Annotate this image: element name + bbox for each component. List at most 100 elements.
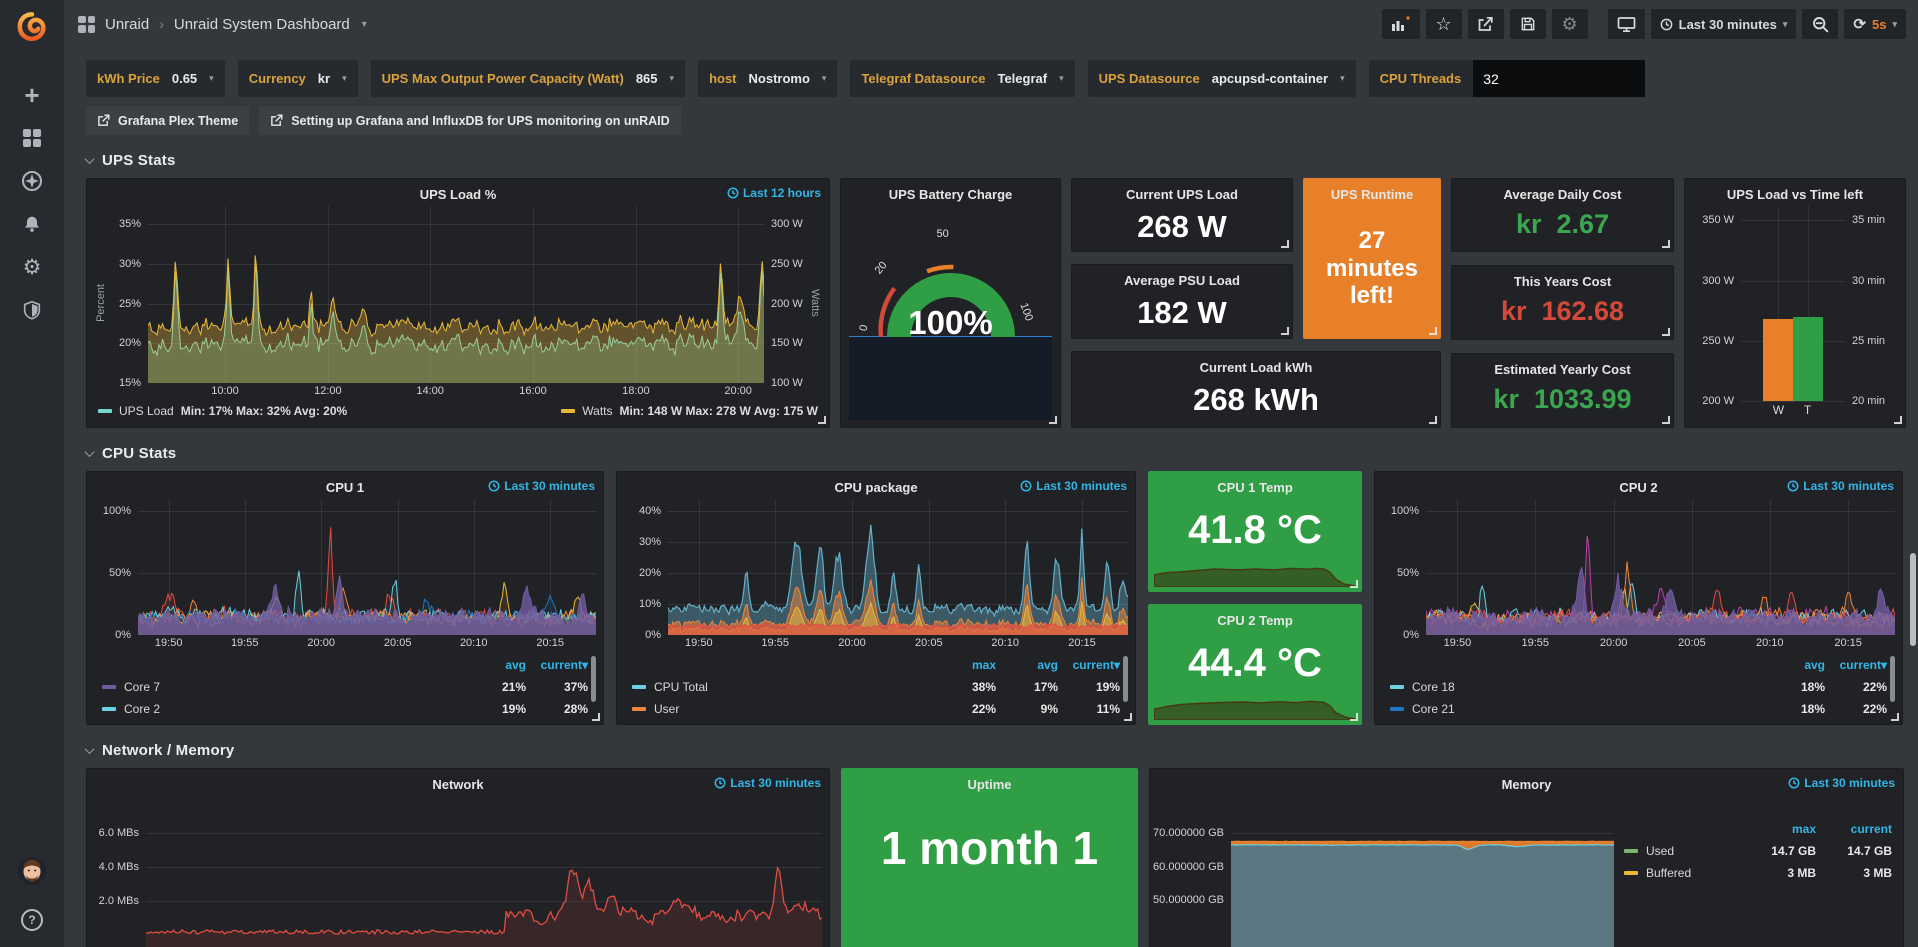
panel-title[interactable]: CPU 2 Temp <box>1217 612 1293 628</box>
panel-title[interactable]: Uptime <box>967 776 1012 792</box>
panel-title[interactable]: CPU 1 Temp <box>1217 479 1293 495</box>
y-tick-label: 30% <box>638 536 661 549</box>
grafana-logo-icon[interactable] <box>0 0 64 54</box>
variable-ups-max-power[interactable]: UPS Max Output Power Capacity (Watt) 865… <box>370 60 686 97</box>
y-tick-label: 50% <box>108 567 131 580</box>
panel-title[interactable]: CPU 1 <box>325 479 365 495</box>
panel-title[interactable]: Average Daily Cost <box>1503 186 1622 202</box>
legend-row[interactable]: CPU Total 38% 17% 19% <box>632 676 1120 698</box>
help-icon[interactable]: ? <box>21 909 43 931</box>
dashboards-icon[interactable] <box>19 125 45 151</box>
legend-series-name: Core 18 <box>1412 680 1455 694</box>
bar-w[interactable] <box>1763 319 1794 401</box>
plot-area[interactable] <box>668 499 1128 635</box>
dashboard-grid-icon[interactable] <box>78 15 95 33</box>
legend-row[interactable]: Used 14.7 GB 14.7 GB <box>1624 840 1892 862</box>
plot-area[interactable] <box>1231 796 1614 947</box>
plot-area[interactable] <box>138 499 596 635</box>
panel-title[interactable]: Memory <box>1501 776 1552 792</box>
panel-ups-load-vs-time: UPS Load vs Time left 350 W 300 W 250 W 200… <box>1684 178 1906 428</box>
panel-title[interactable]: This Years Cost <box>1513 273 1612 289</box>
add-panel-button[interactable] <box>1381 9 1420 39</box>
refresh-picker[interactable]: ⟳ 5s ▾ <box>1844 9 1906 39</box>
legend-row[interactable]: Buffered 3 MB 3 MB <box>1624 862 1892 884</box>
variable-ups-datasource[interactable]: UPS Datasource apcupsd-container ▾ <box>1087 60 1356 97</box>
user-avatar[interactable] <box>17 856 47 891</box>
server-admin-shield-icon[interactable] <box>19 297 45 323</box>
settings-button[interactable]: ⚙ <box>1551 9 1588 39</box>
y-tick-label: 30% <box>118 257 141 270</box>
legend-scrollbar-thumb[interactable] <box>1890 656 1895 702</box>
bar-t[interactable] <box>1792 316 1823 401</box>
cpu-threads-input[interactable] <box>1473 60 1646 97</box>
y-tick-label: 20 min <box>1852 395 1886 407</box>
variable-kwh-price[interactable]: kWh Price 0.65 ▾ <box>86 60 225 97</box>
panel-title[interactable]: CPU 2 <box>1619 479 1658 495</box>
create-plus-icon[interactable]: + <box>19 82 45 108</box>
section-title: CPU Stats <box>102 445 177 462</box>
panel-time-override[interactable]: Last 30 minutes <box>1788 776 1895 790</box>
legend-column-header[interactable]: current <box>1850 822 1892 836</box>
legend-value: 38% <box>971 680 996 694</box>
section-network-memory[interactable]: Network / Memory <box>84 742 1906 759</box>
title-caret-icon[interactable]: ▾ <box>361 18 367 30</box>
configuration-gear-icon[interactable]: ⚙ <box>19 254 45 280</box>
save-button[interactable] <box>1509 9 1546 39</box>
panel-time-override[interactable]: Last 30 minutes <box>1787 479 1894 493</box>
cycle-view-button[interactable] <box>1607 9 1645 39</box>
legend-row[interactable]: Core 7 21% 37% <box>102 676 588 698</box>
panel-title[interactable]: UPS Load % <box>419 186 497 202</box>
legend-scrollbar-thumb[interactable] <box>1123 656 1128 702</box>
panel-time-override[interactable]: Last 30 minutes <box>488 479 595 493</box>
legend-column-header[interactable]: max <box>1791 822 1816 836</box>
panel-title[interactable]: Network <box>432 776 484 792</box>
plot-area[interactable] <box>148 206 764 383</box>
panel-title[interactable]: CPU package <box>834 479 918 495</box>
legend-row[interactable]: Core 21 18% 22% <box>1390 698 1887 720</box>
variable-host[interactable]: host Nostromo ▾ <box>698 60 838 97</box>
panel-title[interactable]: Current Load kWh <box>1199 359 1313 375</box>
help-glyph: ? <box>28 913 36 927</box>
panel-title[interactable]: UPS Runtime <box>1330 186 1414 202</box>
page-scrollbar-thumb[interactable] <box>1910 553 1916 646</box>
legend-column-header[interactable]: avg <box>1037 658 1058 672</box>
panel-time-override[interactable]: Last 12 hours <box>727 186 821 200</box>
section-ups-stats[interactable]: UPS Stats <box>84 152 1906 169</box>
panel-title[interactable]: Current UPS Load <box>1126 186 1238 202</box>
link-ups-monitoring-guide[interactable]: Setting up Grafana and InfluxDB for UPS … <box>259 106 681 135</box>
plot-area[interactable] <box>1426 499 1895 635</box>
legend-series-name: User <box>654 702 680 716</box>
legend-row[interactable]: Core 18 18% 22% <box>1390 676 1887 698</box>
zoom-out-button[interactable] <box>1802 9 1839 39</box>
panel-title[interactable]: UPS Battery Charge <box>888 186 1013 202</box>
legend-entry[interactable]: UPS Load Min: 17% Max: 32% Avg: 20% <box>98 404 347 418</box>
alerting-bell-icon[interactable] <box>19 211 45 237</box>
legend-column-header[interactable]: max <box>971 658 996 672</box>
legend-row[interactable]: Core 2 19% 28% <box>102 698 588 720</box>
link-grafana-plex-theme[interactable]: Grafana Plex Theme <box>86 106 250 135</box>
section-cpu-stats[interactable]: CPU Stats <box>84 445 1906 462</box>
panel-title[interactable]: Average PSU Load <box>1124 272 1240 288</box>
breadcrumb-folder[interactable]: Unraid <box>105 15 150 33</box>
page-title[interactable]: Unraid System Dashboard <box>173 15 350 33</box>
legend-column-header[interactable]: current▾ <box>1839 658 1887 672</box>
legend-entry[interactable]: Watts Min: 148 W Max: 278 W Avg: 175 W <box>561 404 818 418</box>
explore-compass-icon[interactable] <box>19 168 45 194</box>
panel-time-override[interactable]: Last 30 minutes <box>714 776 821 790</box>
time-range-picker[interactable]: Last 30 minutes ▾ <box>1650 9 1797 39</box>
y-axis-title-right: Watts <box>809 289 821 317</box>
legend-row[interactable]: User 22% 9% 11% <box>632 698 1120 720</box>
legend-scrollbar-thumb[interactable] <box>591 656 596 702</box>
panel-title[interactable]: Estimated Yearly Cost <box>1494 361 1631 377</box>
legend-column-header[interactable]: avg <box>1804 658 1825 672</box>
variable-telegraf-datasource[interactable]: Telegraf Datasource Telegraf ▾ <box>850 60 1075 97</box>
star-button[interactable]: ☆ <box>1425 9 1462 39</box>
share-button[interactable] <box>1467 9 1504 39</box>
legend-column-header[interactable]: current▾ <box>540 658 588 672</box>
variable-currency[interactable]: Currency kr ▾ <box>237 60 358 97</box>
panel-title[interactable]: UPS Load vs Time left <box>1726 186 1864 202</box>
plot-area[interactable] <box>146 796 822 947</box>
panel-time-override[interactable]: Last 30 minutes <box>1020 479 1127 493</box>
legend-column-header[interactable]: current▾ <box>1072 658 1120 672</box>
legend-column-header[interactable]: avg <box>505 658 526 672</box>
